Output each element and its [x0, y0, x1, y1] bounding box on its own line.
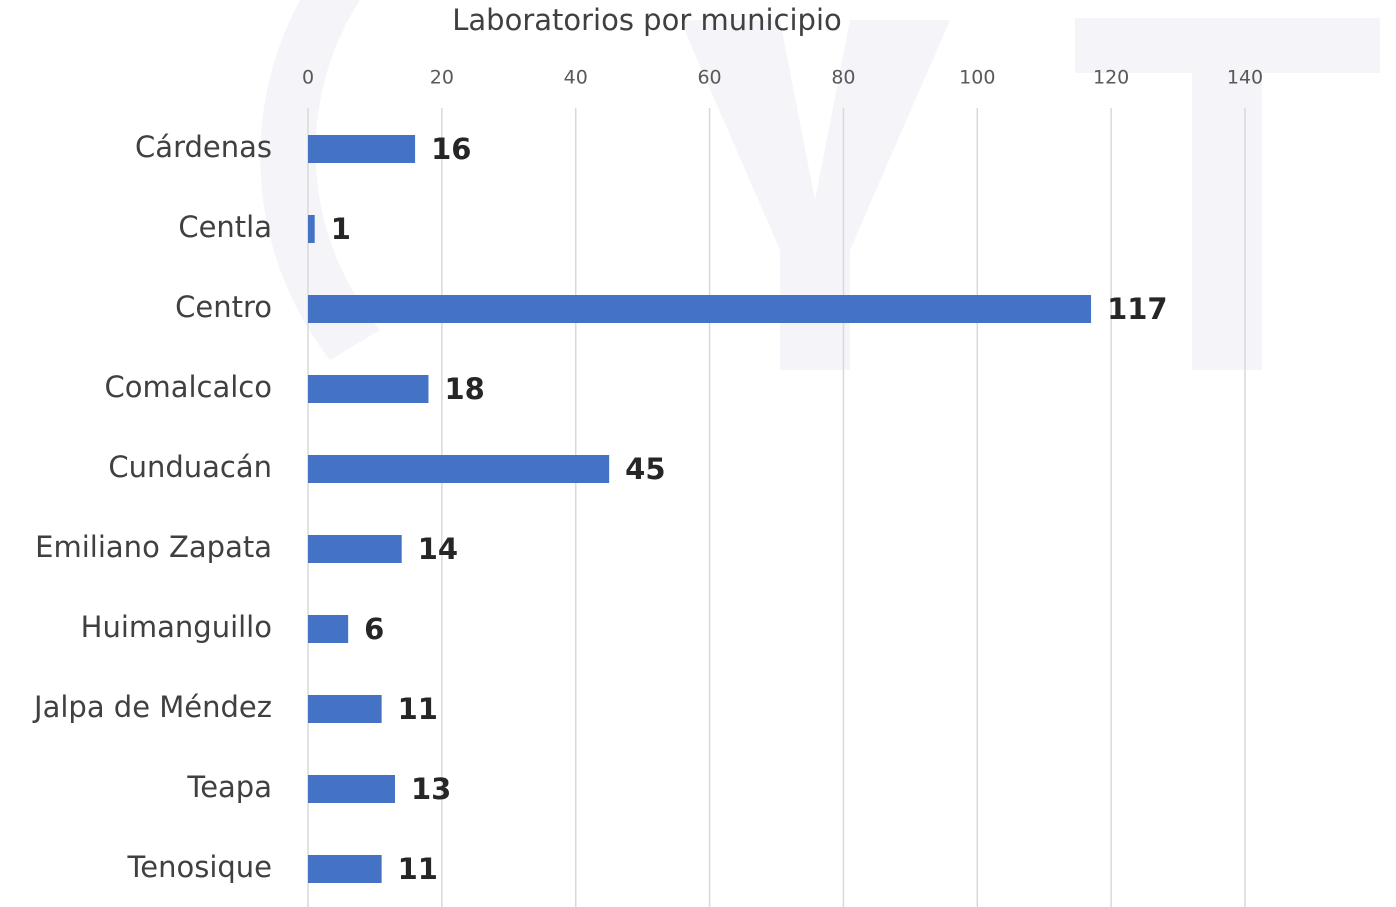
value-label: 16	[431, 132, 471, 166]
value-label: 1	[331, 212, 351, 246]
value-label: 45	[625, 452, 665, 486]
x-tick-label: 120	[1093, 67, 1129, 89]
value-label: 6	[364, 612, 384, 646]
category-label: Teapa	[186, 770, 272, 804]
category-label: Tenosique	[126, 850, 272, 884]
bar	[308, 855, 382, 883]
bar	[308, 295, 1092, 323]
watermark	[260, 0, 1380, 370]
x-tick-label: 0	[302, 67, 314, 89]
bar	[308, 135, 416, 163]
value-label: 14	[418, 532, 458, 566]
category-label: Cárdenas	[135, 130, 272, 164]
bar	[308, 215, 315, 243]
bar	[308, 535, 402, 563]
bar	[308, 375, 429, 403]
x-tick-label: 100	[959, 67, 995, 89]
bar	[308, 455, 610, 483]
category-label: Centro	[175, 290, 272, 324]
bar	[308, 775, 396, 803]
x-tick-label: 140	[1227, 67, 1263, 89]
x-tick-label: 60	[697, 67, 721, 89]
category-label: Comalcalco	[104, 370, 272, 404]
x-tick-label: 40	[564, 67, 588, 89]
x-tick-label: 20	[430, 67, 454, 89]
bar	[308, 695, 382, 723]
value-label: 11	[398, 852, 438, 886]
chart-title: Laboratorios por municipio	[452, 3, 842, 37]
value-label: 11	[398, 692, 438, 726]
bar	[308, 615, 349, 643]
x-tick-label: 80	[831, 67, 855, 89]
category-label: Huimanguillo	[81, 610, 272, 644]
category-label: Emiliano Zapata	[35, 530, 272, 564]
category-label: Jalpa de Méndez	[32, 690, 272, 724]
value-label: 18	[444, 372, 484, 406]
value-label: 117	[1107, 292, 1168, 326]
category-label: Centla	[178, 210, 272, 244]
category-label: Cunduacán	[108, 450, 272, 484]
value-label: 13	[411, 772, 451, 806]
